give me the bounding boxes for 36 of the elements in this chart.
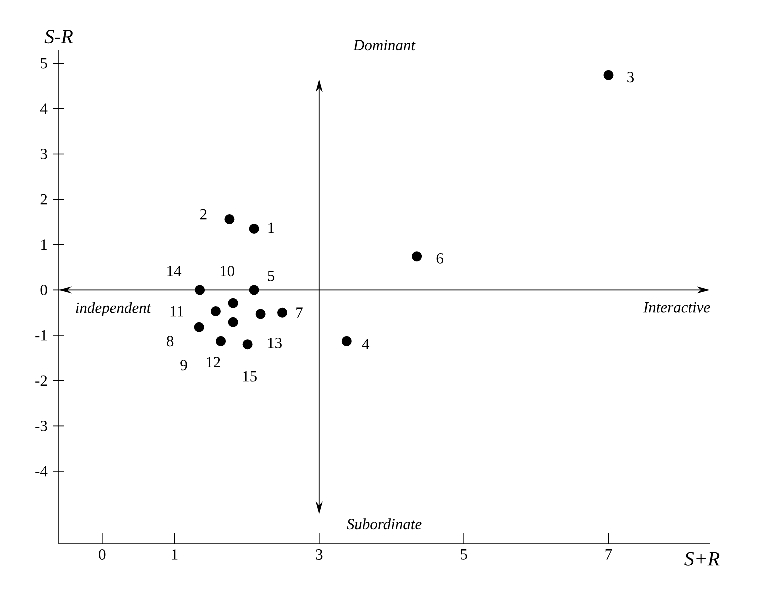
annotation: 14 (168, 266, 182, 276)
annotation: 8 (167, 336, 174, 347)
x-tick-label: 0 (99, 550, 106, 560)
y-tick-label: -4 (36, 466, 48, 477)
annotation: 5 (268, 271, 275, 282)
annotation: 11 (170, 306, 184, 317)
x-tick-label: 3 (316, 550, 323, 560)
annotation: 4 (362, 339, 370, 350)
y-tick-label: 1 (42, 240, 47, 250)
y-axis-title: S-R (44, 30, 74, 44)
y-tick-label: -2 (36, 376, 48, 386)
annotation: 7 (296, 308, 303, 318)
y-tick-label: 4 (40, 104, 48, 114)
annotation: 2 (200, 209, 207, 220)
annotation: 3 (628, 72, 634, 83)
y-tick-label: 2 (40, 194, 48, 205)
annotation: Dominant (353, 40, 416, 51)
annotation: Interactive (643, 302, 710, 313)
x-axis-title: S+R (684, 552, 720, 566)
annotation: Subordinate (347, 518, 422, 530)
y-tick-label: -1 (36, 330, 47, 341)
annotation: 13 (268, 338, 282, 348)
annotation: 1 (268, 222, 274, 234)
x-tick-label: 5 (461, 550, 468, 560)
y-tick-label: 5 (41, 58, 48, 69)
y-tick-label: -3 (36, 420, 48, 432)
y-tick-label: 3 (40, 149, 48, 160)
y-tick-label: 0 (40, 284, 48, 296)
annotation: independent (76, 302, 152, 316)
x-tick-label: 1 (172, 550, 178, 560)
annotation: 15 (243, 371, 257, 382)
annotation: 9 (180, 360, 188, 371)
annotation: 10 (220, 266, 234, 277)
x-tick-label: 7 (606, 550, 612, 560)
annotation: 12 (206, 357, 220, 368)
annotation: 6 (436, 253, 444, 264)
